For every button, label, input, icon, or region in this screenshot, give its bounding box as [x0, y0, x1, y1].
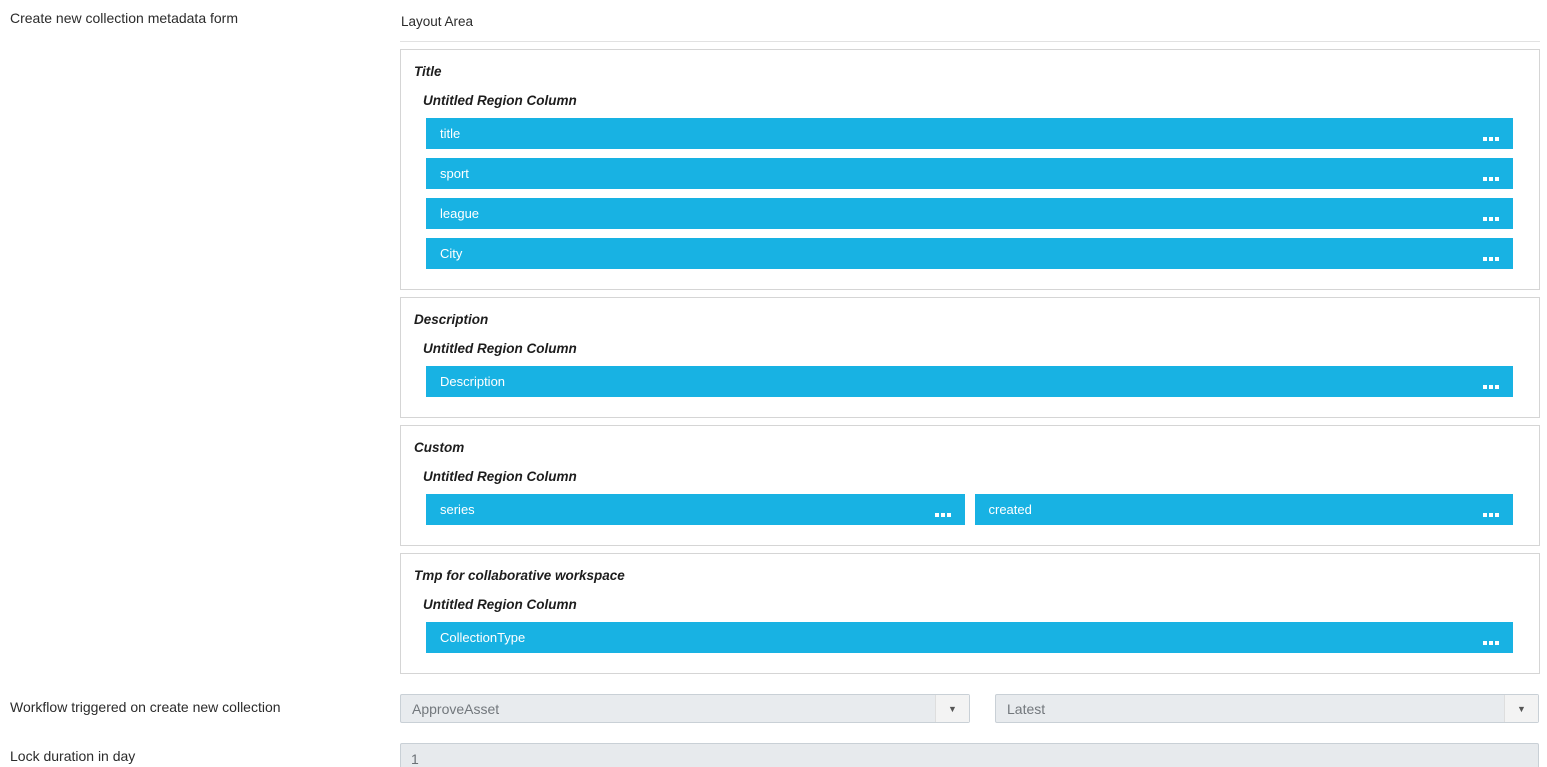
workflow-controls: ApproveAsset ▼ Latest ▼	[400, 694, 1539, 723]
workflow-select-value: ApproveAsset	[412, 700, 500, 717]
workflow-label: Workflow triggered on create new collect…	[10, 699, 281, 715]
field-list: CollectionType	[426, 622, 1513, 653]
dropdown-arrow-icon[interactable]: ▼	[935, 695, 969, 722]
region-column-label: Untitled Region Column	[423, 469, 577, 484]
field-chip-series[interactable]: series	[426, 494, 965, 525]
layout-area: Layout Area Title Untitled Region Column…	[400, 0, 1540, 674]
workflow-row: Workflow triggered on create new collect…	[0, 694, 1547, 723]
field-chip-sport[interactable]: sport	[426, 158, 1513, 189]
field-chip-label: sport	[440, 166, 469, 181]
layout-area-label: Layout Area	[401, 14, 474, 29]
field-chip-created[interactable]: created	[974, 494, 1513, 525]
field-list: Description	[426, 366, 1513, 397]
field-chip-title[interactable]: title	[426, 118, 1513, 149]
field-chip-label: created	[988, 502, 1032, 517]
drag-handle-icon[interactable]	[1483, 385, 1499, 389]
field-list: series created	[426, 494, 1513, 525]
region-column-label: Untitled Region Column	[423, 597, 577, 612]
layout-section-description: Description Untitled Region Column Descr…	[400, 297, 1540, 418]
section-title: Tmp for collaborative workspace	[414, 568, 625, 583]
field-chip-city[interactable]: City	[426, 238, 1513, 269]
drag-handle-icon[interactable]	[1483, 641, 1499, 645]
section-title: Custom	[414, 440, 465, 455]
workflow-version-value: Latest	[1007, 700, 1046, 717]
lock-duration-row: Lock duration in day	[0, 743, 1547, 767]
metadata-form-label: Create new collection metadata form	[10, 10, 238, 26]
field-chip-label: City	[440, 246, 463, 261]
field-chip-label: Description	[440, 374, 506, 389]
field-chip-label: title	[440, 126, 461, 141]
section-title: Title	[414, 64, 442, 79]
drag-handle-icon[interactable]	[1483, 177, 1499, 181]
section-title: Description	[414, 312, 489, 327]
field-list: title sport league City	[426, 118, 1513, 269]
region-column-label: Untitled Region Column	[423, 93, 577, 108]
lock-duration-input[interactable]	[400, 743, 1539, 767]
field-chip-description[interactable]: Description	[426, 366, 1513, 397]
field-chip-label: CollectionType	[440, 630, 526, 645]
dropdown-arrow-icon[interactable]: ▼	[1504, 695, 1538, 722]
field-chip-league[interactable]: league	[426, 198, 1513, 229]
layout-section-custom: Custom Untitled Region Column series cre…	[400, 425, 1540, 546]
layout-section-title: Title Untitled Region Column title sport…	[400, 49, 1540, 290]
drag-handle-icon[interactable]	[1483, 217, 1499, 221]
lock-duration-label: Lock duration in day	[10, 748, 136, 764]
workflow-select[interactable]: ApproveAsset ▼	[400, 694, 970, 723]
layout-section-tmp-workspace: Tmp for collaborative workspace Untitled…	[400, 553, 1540, 674]
lock-duration-controls	[400, 743, 1539, 767]
drag-handle-icon[interactable]	[1483, 257, 1499, 261]
field-chip-collectiontype[interactable]: CollectionType	[426, 622, 1513, 653]
drag-handle-icon[interactable]	[1483, 137, 1499, 141]
region-column-label: Untitled Region Column	[423, 341, 577, 356]
field-chip-label: league	[440, 206, 480, 221]
field-chip-label: series	[440, 502, 475, 517]
workflow-version-select[interactable]: Latest ▼	[995, 694, 1539, 723]
drag-handle-icon[interactable]	[934, 513, 951, 517]
drag-handle-icon[interactable]	[1483, 513, 1499, 517]
metadata-form-row: Create new collection metadata form Layo…	[10, 0, 1540, 674]
layout-area-divider	[400, 41, 1540, 42]
